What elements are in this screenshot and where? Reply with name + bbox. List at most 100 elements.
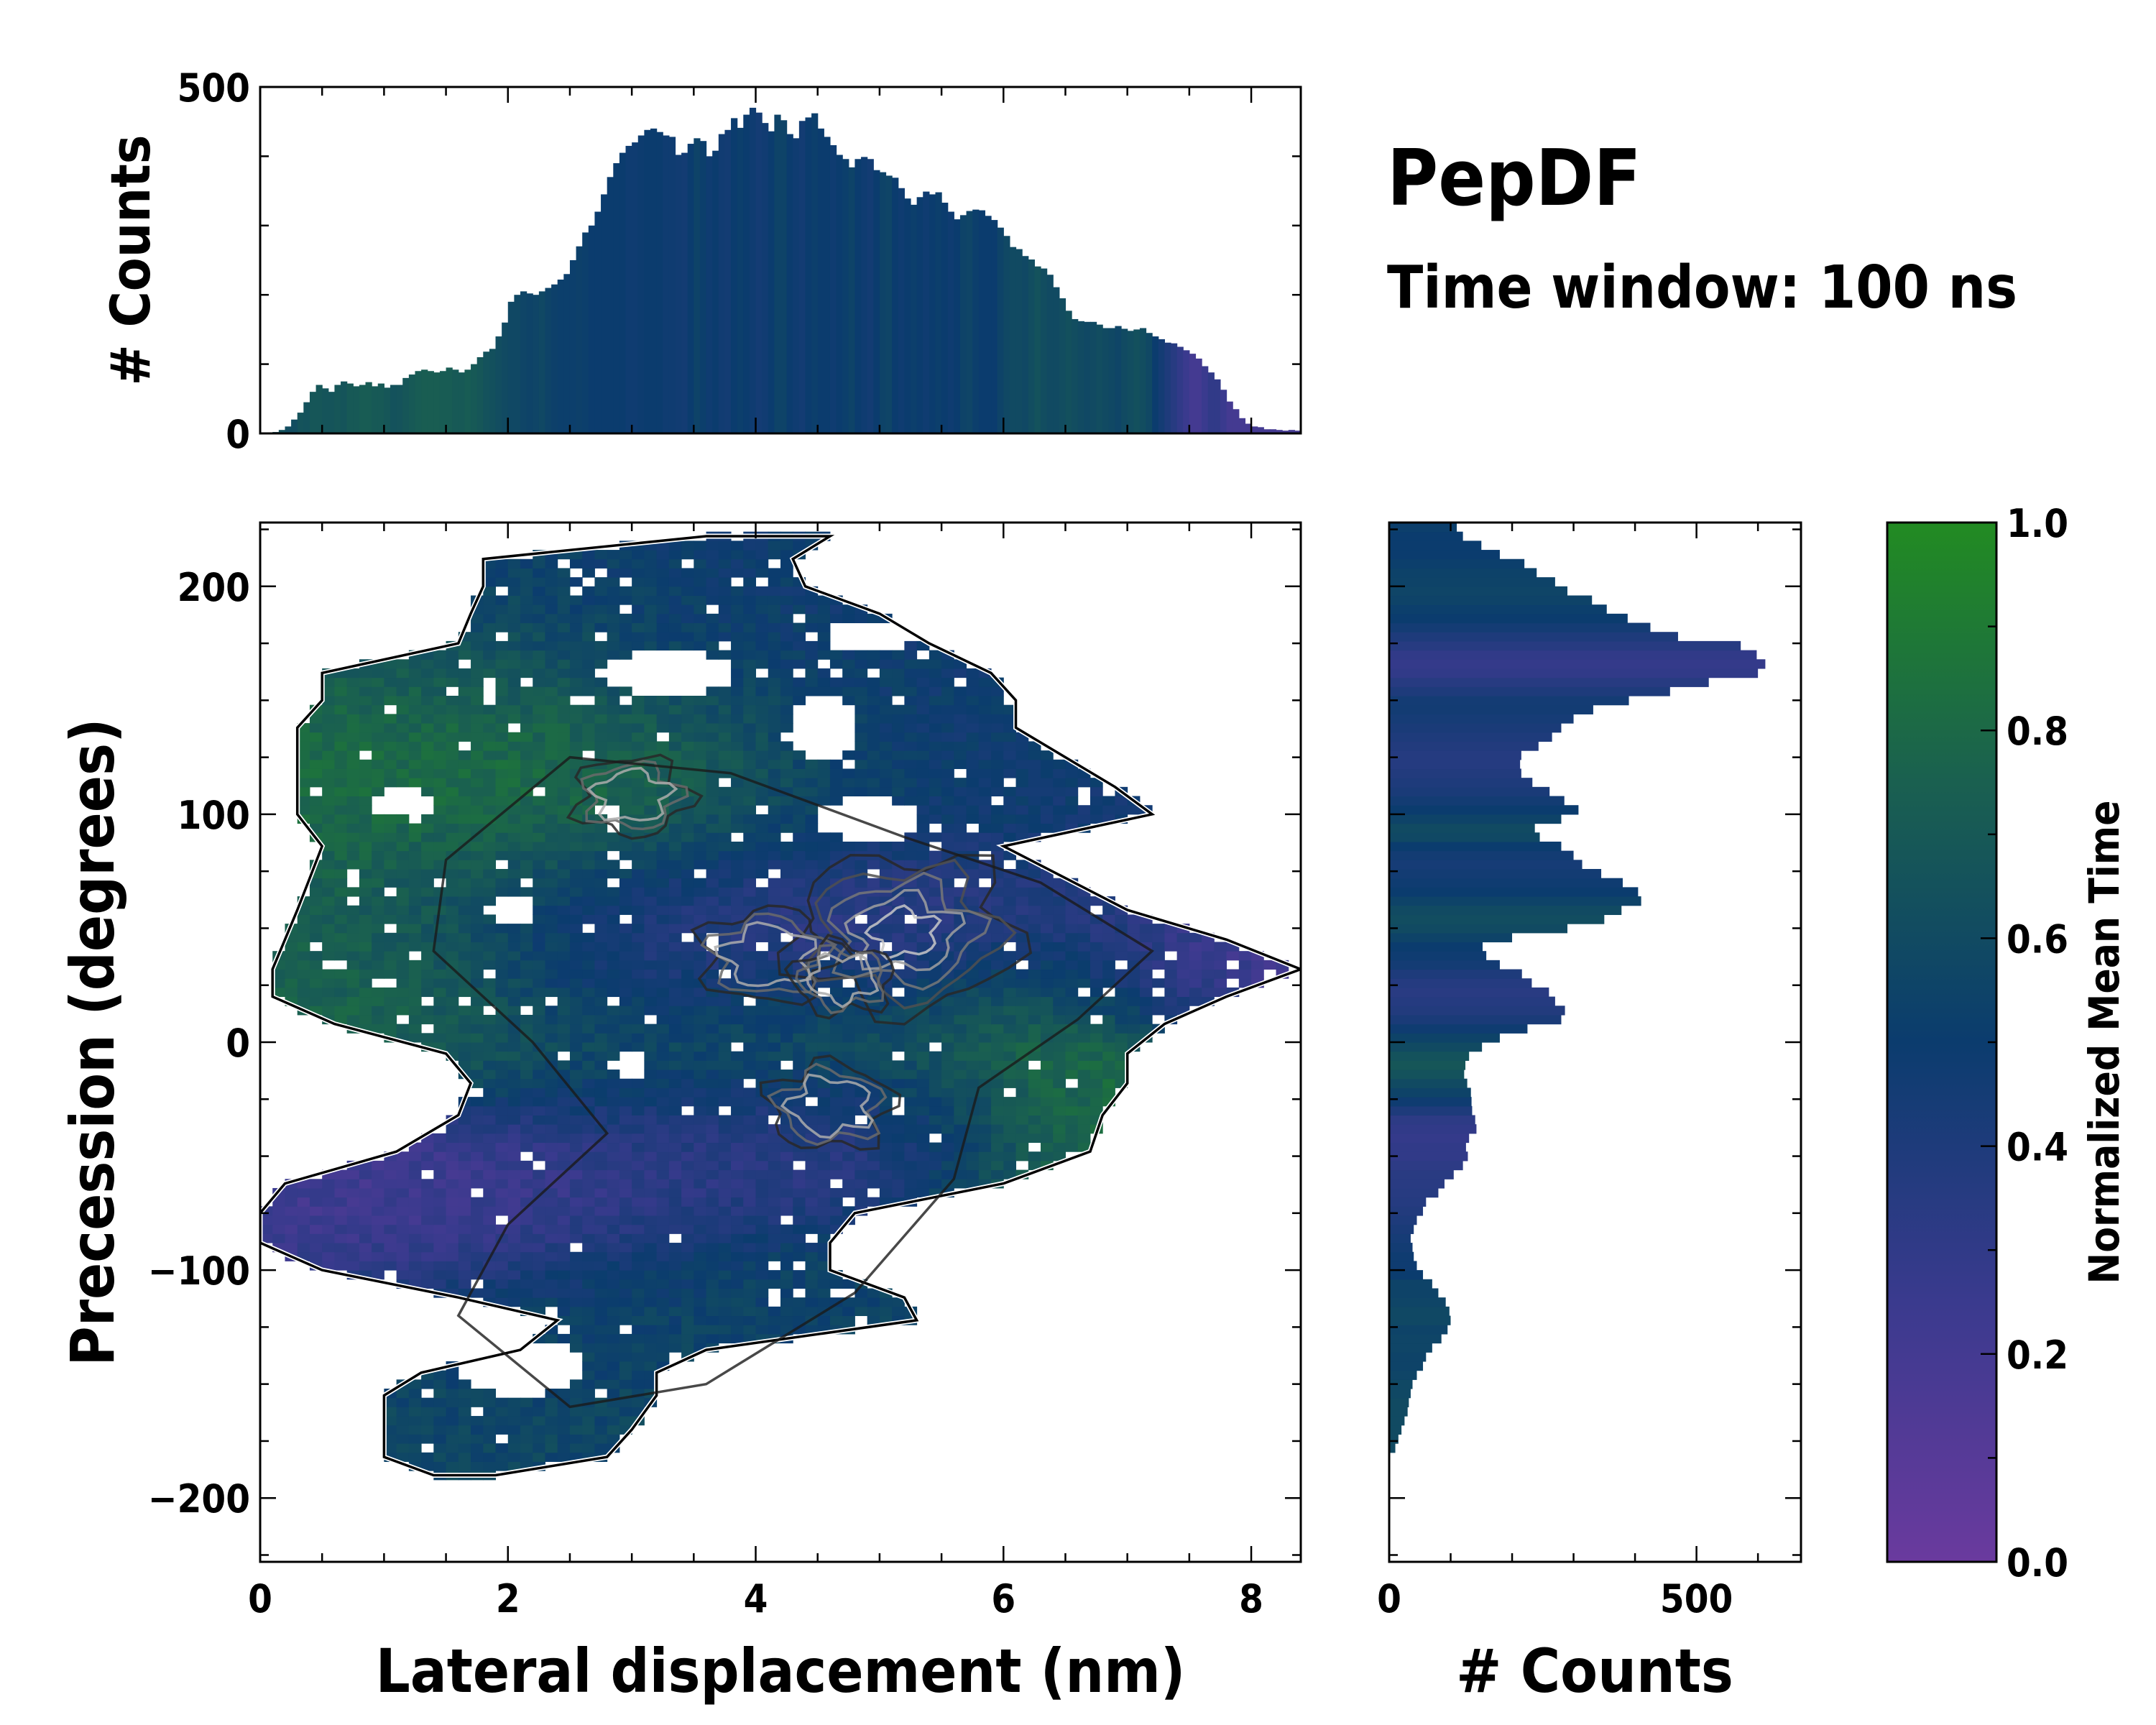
heatmap-cell bbox=[433, 1233, 447, 1243]
heatmap-cell bbox=[1041, 1060, 1054, 1070]
heatmap-cell bbox=[545, 823, 558, 833]
heatmap-cell bbox=[731, 604, 744, 615]
top-histogram-bar bbox=[291, 419, 298, 433]
heatmap-cell bbox=[569, 1078, 583, 1088]
main-xtick-label: 2 bbox=[496, 1576, 520, 1622]
heatmap-cell bbox=[569, 1206, 583, 1216]
heatmap-cell bbox=[346, 969, 360, 979]
top-histogram-bar bbox=[1102, 328, 1110, 433]
heatmap-cell bbox=[322, 1215, 335, 1225]
heatmap-cell bbox=[483, 704, 497, 714]
heatmap-cell bbox=[421, 1270, 434, 1280]
heatmap-cell bbox=[867, 650, 880, 660]
heatmap-cell bbox=[954, 932, 967, 942]
heatmap-cell bbox=[768, 1070, 781, 1080]
heatmap-cell bbox=[471, 1179, 484, 1189]
heatmap-cell bbox=[334, 814, 348, 824]
heatmap-cell bbox=[805, 860, 819, 870]
heatmap-cell bbox=[569, 1251, 583, 1261]
heatmap-cell bbox=[817, 632, 831, 642]
heatmap-cell bbox=[731, 1233, 744, 1243]
heatmap-cell bbox=[1226, 951, 1240, 961]
heatmap-cell bbox=[644, 732, 658, 742]
heatmap-cell bbox=[607, 969, 620, 979]
heatmap-cell bbox=[520, 805, 533, 815]
heatmap-cell bbox=[471, 1133, 484, 1144]
heatmap-cell bbox=[569, 924, 583, 934]
heatmap-cell bbox=[594, 558, 608, 569]
heatmap-cell bbox=[656, 896, 670, 906]
heatmap-cell bbox=[656, 942, 670, 952]
heatmap-cell bbox=[780, 1288, 793, 1298]
heatmap-cell bbox=[1003, 905, 1017, 915]
heatmap-cell bbox=[483, 914, 497, 924]
heatmap-cell bbox=[991, 1160, 1004, 1171]
heatmap-cell bbox=[396, 1215, 410, 1225]
heatmap-cell bbox=[694, 1078, 707, 1088]
heatmap-cell bbox=[607, 595, 620, 605]
top-histogram-bar bbox=[798, 121, 806, 433]
heatmap-cell bbox=[817, 1151, 831, 1162]
heatmap-cell bbox=[569, 1024, 583, 1034]
heatmap-cell bbox=[644, 905, 658, 915]
heatmap-cell bbox=[842, 1097, 855, 1107]
heatmap-cell bbox=[743, 577, 757, 587]
heatmap-cell bbox=[1041, 1115, 1054, 1125]
heatmap-cell bbox=[842, 1151, 855, 1162]
heatmap-cell bbox=[681, 924, 694, 934]
heatmap-cell bbox=[297, 942, 310, 952]
heatmap-cell bbox=[607, 1233, 620, 1243]
heatmap-cell bbox=[991, 1115, 1004, 1125]
heatmap-cell bbox=[594, 1224, 608, 1234]
heatmap-cell bbox=[805, 805, 819, 815]
heatmap-cell bbox=[718, 1060, 732, 1070]
top-histogram-bar bbox=[1294, 431, 1301, 433]
heatmap-cell bbox=[471, 622, 484, 632]
heatmap-cell bbox=[619, 1206, 632, 1216]
heatmap-cell bbox=[507, 1407, 521, 1417]
heatmap-cell bbox=[941, 924, 954, 934]
heatmap-cell bbox=[1015, 987, 1029, 998]
heatmap-cell bbox=[557, 1243, 571, 1253]
heatmap-cell bbox=[768, 1187, 781, 1198]
heatmap-cell bbox=[1041, 1078, 1054, 1088]
heatmap-cell bbox=[408, 841, 422, 852]
heatmap-cell bbox=[644, 1160, 658, 1171]
heatmap-cell bbox=[507, 878, 521, 888]
heatmap-cell bbox=[892, 850, 905, 860]
heatmap-cell bbox=[569, 996, 583, 1006]
heatmap-cell bbox=[1041, 1087, 1054, 1098]
heatmap-cell bbox=[533, 1270, 545, 1280]
heatmap-cell bbox=[557, 1233, 571, 1243]
heatmap-cell bbox=[619, 1251, 632, 1261]
heatmap-cell bbox=[1053, 1115, 1066, 1125]
heatmap-cell bbox=[346, 823, 360, 833]
heatmap-cell bbox=[359, 996, 372, 1006]
heatmap-cell bbox=[557, 1288, 571, 1298]
heatmap-cell bbox=[359, 796, 372, 806]
right-histogram-bar bbox=[1389, 1434, 1399, 1444]
heatmap-cell bbox=[768, 1325, 781, 1335]
heatmap-cell bbox=[322, 1006, 335, 1016]
heatmap-cell bbox=[694, 1179, 707, 1189]
heatmap-cell bbox=[768, 887, 781, 897]
heatmap-cell bbox=[569, 1133, 583, 1144]
heatmap-cell bbox=[520, 1434, 533, 1444]
heatmap-cell bbox=[594, 1105, 608, 1116]
heatmap-cell bbox=[359, 1169, 372, 1179]
heatmap-cell bbox=[718, 850, 732, 860]
heatmap-cell bbox=[545, 668, 558, 678]
heatmap-cell bbox=[495, 1243, 509, 1253]
heatmap-cell bbox=[346, 996, 360, 1006]
heatmap-cell bbox=[1015, 1097, 1029, 1107]
top-histogram-bar bbox=[1158, 339, 1165, 433]
heatmap-cell bbox=[557, 568, 571, 578]
heatmap-cell bbox=[408, 704, 422, 714]
heatmap-cell bbox=[731, 1033, 744, 1043]
heatmap-cell bbox=[483, 832, 497, 842]
heatmap-cell bbox=[632, 1014, 645, 1025]
heatmap-cell bbox=[978, 778, 992, 788]
heatmap-cell bbox=[582, 978, 595, 988]
heatmap-cell bbox=[446, 1443, 459, 1453]
heatmap-cell bbox=[458, 1443, 471, 1453]
